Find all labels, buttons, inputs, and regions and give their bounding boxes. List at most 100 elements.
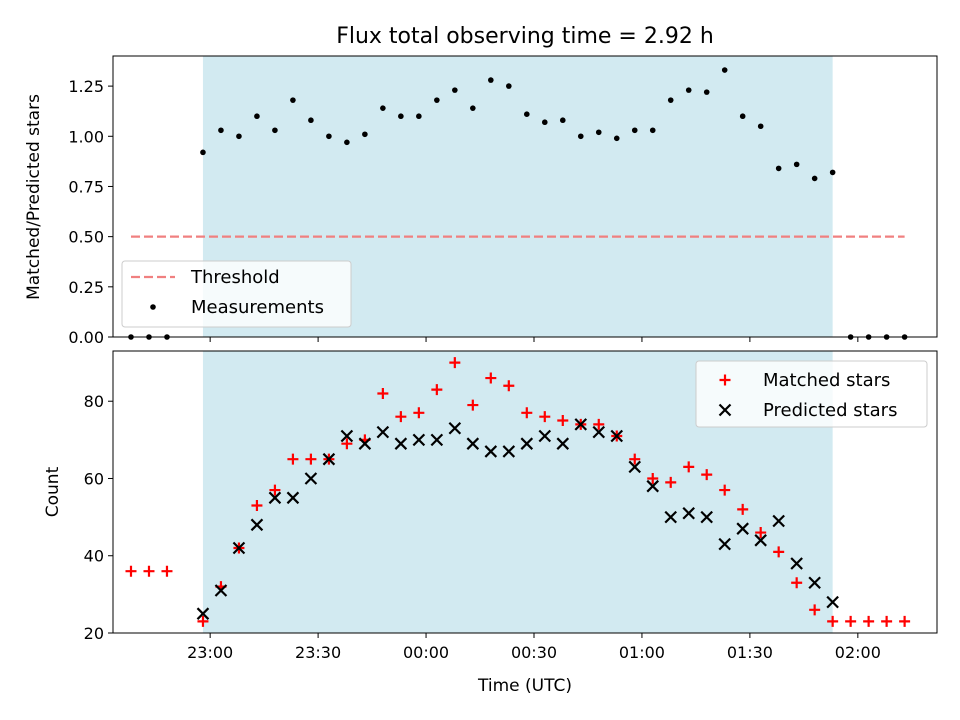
bottom-legend-box (695, 360, 928, 428)
bottom-y-tick-label: 80 (84, 392, 104, 411)
measurement-point (703, 89, 710, 95)
matched-star-point (845, 615, 857, 627)
matched-star-point (629, 453, 641, 465)
predicted-star-point (232, 541, 246, 555)
matched-star-point (863, 615, 875, 627)
legend-matched-swatch (719, 374, 731, 386)
predicted-star-point (610, 429, 624, 443)
measurement-point (452, 87, 458, 93)
measurement-point (541, 119, 548, 126)
matched-star-point (557, 415, 569, 427)
bottom-x-tick-label: 00:30 (511, 643, 557, 662)
matched-star-point (737, 503, 749, 515)
matched-star-point (485, 372, 497, 384)
bottom-plot-frame (112, 350, 938, 634)
predicted-star-point (754, 534, 767, 547)
matched-star-point (125, 565, 137, 577)
predicted-star-point (682, 506, 695, 520)
predicted-star-point (196, 607, 210, 620)
predicted-star-point (646, 479, 660, 493)
predicted-star-point (394, 437, 408, 450)
measurement-point (236, 133, 242, 140)
matched-star-point (161, 565, 173, 577)
top-y-axis-label: Matched/Predicted stars (24, 94, 44, 300)
top-y-tick-label: 0.00 (68, 328, 104, 347)
matched-star-point (899, 615, 911, 627)
bottom-x-tick-label: 01:30 (727, 643, 773, 662)
matched-star-point (467, 399, 479, 411)
predicted-star-point (268, 491, 282, 505)
matched-star-point (287, 453, 299, 465)
matched-star-point (809, 604, 821, 616)
matched-star-point (773, 546, 785, 558)
predicted-star-point (466, 437, 480, 450)
bottom-x-tick-label: 00:00 (403, 643, 449, 662)
matched-star-point (269, 484, 281, 496)
matched-star-point (143, 565, 155, 577)
matched-star-point (791, 577, 803, 589)
measurement-point (200, 149, 206, 156)
measurement-point (577, 133, 584, 140)
matched-star-point (683, 461, 695, 473)
top-y-tick-label: 0.75 (68, 177, 104, 196)
measurement-point (470, 105, 476, 111)
measurement-point (488, 77, 494, 83)
measurement-point (344, 139, 350, 146)
predicted-star-point (412, 433, 426, 447)
matched-star-point (413, 407, 425, 419)
measurement-point (667, 97, 674, 103)
matched-star-point (395, 411, 407, 423)
legend-predicted-swatch (718, 403, 732, 417)
measurement-point (523, 111, 530, 118)
measurement-point (380, 105, 386, 111)
top-y-tick-label: 1.00 (68, 127, 104, 146)
measurement-point (434, 97, 440, 103)
top-legend: Threshold Measurements (121, 260, 352, 328)
top-y-tick-label: 0.25 (68, 278, 104, 297)
measurement-point (416, 113, 422, 120)
top-legend-box (121, 260, 352, 328)
predicted-star-point (304, 472, 318, 485)
measurement-point (218, 127, 224, 134)
measurement-point (721, 67, 728, 73)
measurement-point (398, 113, 404, 120)
top-y-tick-label: 1.25 (68, 77, 104, 96)
predicted-star-point (718, 537, 731, 551)
matched-star-point (341, 438, 353, 450)
matched-star-point (503, 380, 515, 392)
matched-star-point (647, 472, 659, 484)
bottom-x-tick-label: 02:00 (835, 643, 881, 662)
measurement-point (290, 97, 296, 103)
bottom-y-tick-label: 20 (84, 624, 104, 643)
bottom-y-tick-label: 40 (84, 547, 104, 566)
legend-measurement-label: Measurements (191, 297, 324, 318)
matched-star-point (755, 527, 767, 539)
predicted-star-point (664, 510, 678, 524)
top-y-tick-label: 0.50 (68, 228, 104, 247)
top-plot-frame (112, 55, 938, 338)
predicted-star-point (790, 557, 803, 570)
matched-star-point (827, 615, 839, 627)
matched-star-point (305, 453, 317, 465)
measurement-point (326, 133, 332, 140)
count-panel: 20 40 60 80 23:00 23:30 00:00 00:30 01:00 01:30 02… (84, 350, 938, 662)
measurement-point (362, 131, 368, 138)
predicted-star-point (430, 433, 444, 447)
matched-star-point (719, 484, 731, 496)
legend-measurement-swatch (150, 304, 156, 310)
predicted-star-point (808, 576, 821, 590)
measurement-point (272, 127, 278, 134)
bottom-y-axis-label: Count (43, 466, 63, 517)
matched-star-point (539, 411, 551, 423)
predicted-star-point (736, 522, 749, 535)
predicted-star-point (772, 514, 785, 528)
bottom-x-tick-label: 23:00 (187, 643, 233, 662)
predicted-star-point (358, 437, 372, 450)
measurement-point (829, 169, 836, 176)
predicted-star-point (574, 418, 588, 431)
measurement-point (506, 83, 512, 89)
matched-star-point (197, 615, 209, 627)
predicted-star-point (250, 518, 264, 532)
measurement-point (757, 123, 764, 130)
measurement-point (631, 127, 638, 134)
